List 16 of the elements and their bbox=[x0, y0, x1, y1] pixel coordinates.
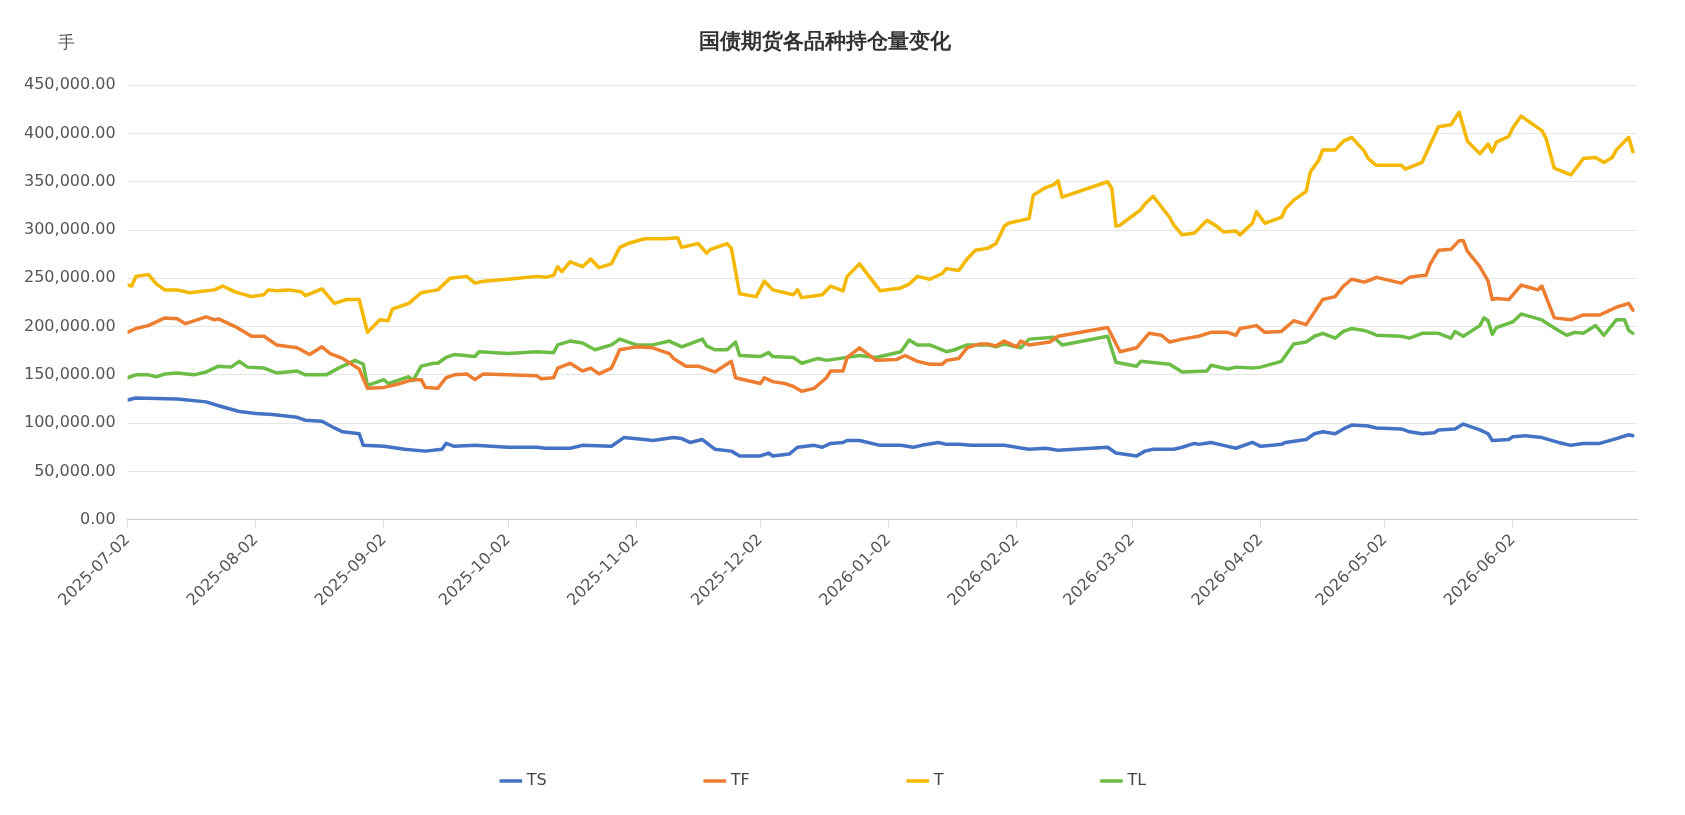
y-tick-label: 200,000.00 bbox=[24, 315, 116, 335]
y-tick-label: 400,000.00 bbox=[24, 122, 116, 142]
y-axis-title: 手 bbox=[57, 32, 75, 53]
legend-label: T bbox=[932, 770, 944, 790]
y-tick-label: 350,000.00 bbox=[24, 170, 116, 190]
legend-label: TS bbox=[525, 770, 547, 790]
y-tick-label: 450,000.00 bbox=[24, 74, 116, 94]
legend-label: TF bbox=[729, 770, 750, 790]
y-tick-label: 0.00 bbox=[79, 508, 116, 528]
y-tick-label: 150,000.00 bbox=[24, 364, 116, 384]
chart-title: 国债期货各品种持仓量变化 bbox=[698, 29, 952, 54]
y-tick-label: 250,000.00 bbox=[24, 267, 116, 287]
y-tick-label: 300,000.00 bbox=[24, 219, 116, 239]
y-tick-label: 100,000.00 bbox=[24, 412, 116, 432]
legend-label: TL bbox=[1126, 770, 1147, 790]
y-tick-label: 50,000.00 bbox=[34, 460, 116, 480]
